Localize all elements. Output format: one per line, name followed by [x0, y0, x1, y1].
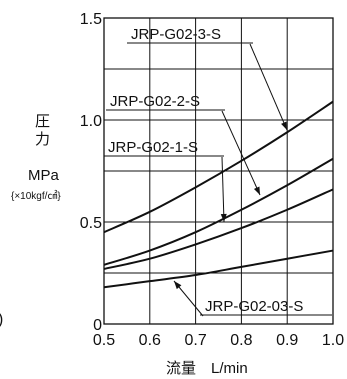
y-tick-label: 1.5: [80, 11, 102, 28]
leader-line: [221, 110, 261, 196]
y-tick-label: 0: [93, 317, 102, 334]
x-tick-label: 0.9: [276, 332, 298, 349]
x-tick-label: 0.8: [230, 332, 252, 349]
y-axis-unit: MPa: [28, 167, 60, 184]
left-edge-mark: ): [0, 311, 3, 328]
y-tick-label: 0.5: [80, 215, 102, 232]
series-label: JRP-G02-2-S: [110, 93, 200, 110]
y-axis-label-char-1: 圧: [35, 113, 50, 130]
leader-lines: [104, 42, 332, 317]
series-label: JRP-G02-1-S: [108, 139, 198, 156]
curves: [103, 100, 334, 289]
arrowhead: [281, 121, 287, 130]
series-annotations: JRP-G02-3-S JRP-G02-2-S JRP-G02-1-S JRP-G02…: [108, 26, 303, 315]
series-line: [103, 100, 334, 234]
x-tick-label: 1.0: [322, 332, 344, 349]
x-tick-label: 0.5: [93, 332, 115, 349]
series-line: [103, 188, 334, 270]
arrowhead: [174, 281, 182, 290]
series-line: [103, 249, 334, 289]
leader-line: [221, 156, 225, 223]
leader-line: [249, 43, 288, 131]
series-label: JRP-G02-3-S: [131, 26, 221, 43]
y-axis-unit-sub: {×10kgf/㎠}: [11, 190, 61, 202]
plot-frame: [103, 17, 334, 325]
series-label: JRP-G02-03-S: [205, 298, 303, 315]
y-tick-label: 1.0: [80, 113, 102, 130]
arrowhead: [253, 186, 260, 195]
arrowhead: [220, 213, 227, 222]
x-tick-label: 0.6: [139, 332, 161, 349]
y-axis-label-char-2: 力: [35, 131, 50, 148]
grid: [104, 18, 333, 324]
tick-labels: 0.5 0.6 0.7 0.8 0.9 1.000.51.01.5: [80, 11, 344, 349]
x-tick-label: 0.7: [184, 332, 206, 349]
x-axis-label: 流量 L/min: [166, 360, 248, 377]
series-line: [103, 157, 334, 266]
